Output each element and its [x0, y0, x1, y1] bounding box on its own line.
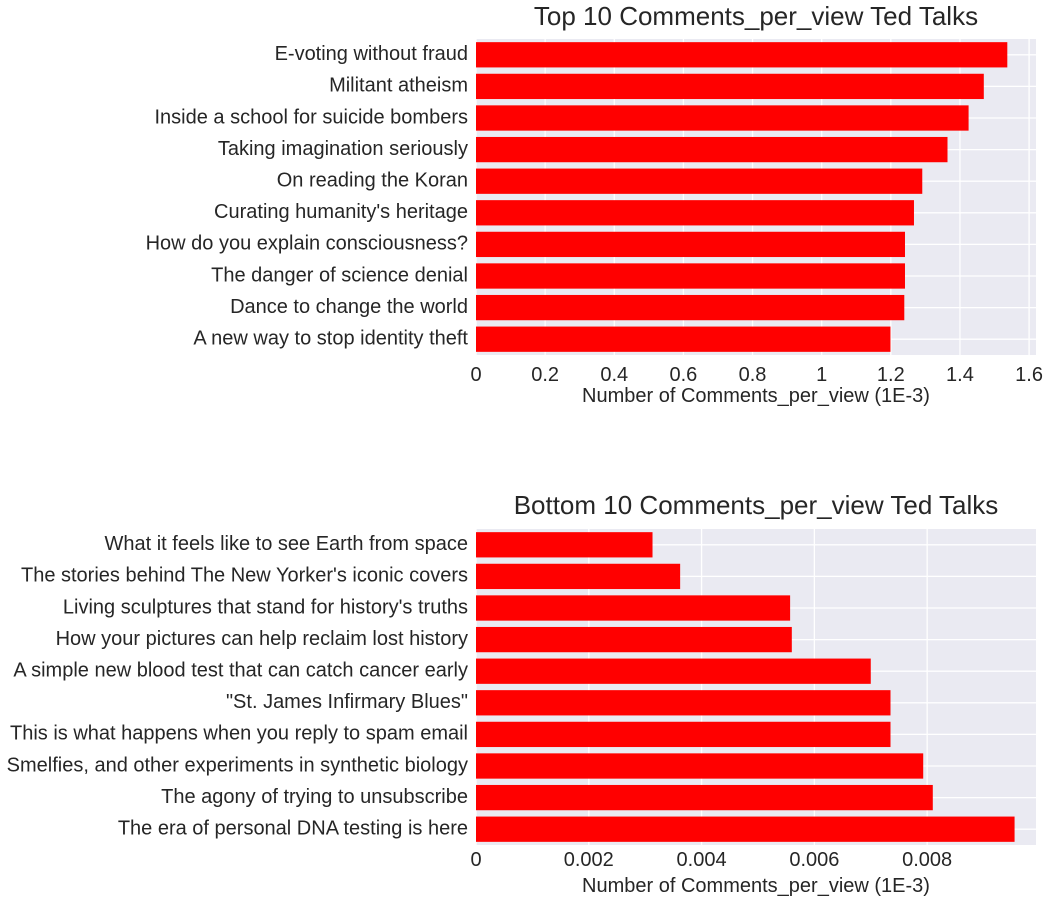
bottom-category-label: Smelfies, and other experiments in synth… [7, 754, 468, 776]
bottom-category-label: A simple new blood test that can catch c… [13, 659, 468, 681]
top-bar [476, 105, 969, 131]
bottom-category-label: This is what happens when you reply to s… [10, 723, 468, 745]
top-category-label: The danger of science denial [211, 264, 468, 286]
top-category-label: E-voting without fraud [275, 43, 468, 65]
bottom-category-label: How your pictures can help reclaim lost … [56, 628, 468, 650]
bottom-bar [476, 721, 891, 748]
top-xtick-label: 0.6 [670, 364, 698, 386]
top-bar [476, 231, 905, 258]
top-bar [476, 294, 905, 321]
bottom-bar [476, 784, 933, 811]
top-xtick-label: 0 [470, 364, 481, 386]
bottom-bar [476, 532, 653, 558]
bottom-bar [476, 626, 792, 653]
top-chart-title: Top 10 Comments_per_view Ted Talks [534, 1, 978, 31]
top-category-label: Dance to change the world [230, 296, 468, 318]
top-xtick-label: 1.6 [1015, 364, 1043, 386]
bottom-category-label: The agony of trying to unsubscribe [161, 786, 468, 808]
bottom-xtick-label: 0.002 [564, 849, 614, 871]
top-x-axis-label: Number of Comments_per_view (1E-3) [582, 385, 930, 407]
top-bar [476, 326, 891, 352]
top-category-label: Inside a school for suicide bombers [155, 106, 469, 128]
bottom-bar [476, 658, 871, 684]
bottom-xtick-label: 0.006 [789, 849, 839, 871]
top-category-label: Curating humanity's heritage [214, 201, 468, 223]
top-xtick-label: 0.4 [600, 364, 628, 386]
top-xtick-label: 1.2 [877, 364, 905, 386]
top-category-label: How do you explain consciousness? [146, 233, 468, 255]
bottom-bar [476, 563, 681, 590]
bottom-bar [476, 690, 891, 716]
bottom-category-label: The era of personal DNA testing is here [118, 817, 468, 839]
bottom-x-axis-label: Number of Comments_per_view (1E-3) [582, 875, 930, 897]
top-bar [476, 73, 984, 100]
top-xtick-label: 0.8 [739, 364, 767, 386]
bottom-xtick-label: 0 [470, 849, 481, 871]
bottom-chart-panel: What it feels like to see Earth from spa… [7, 490, 1036, 897]
top-xtick-label: 1.4 [946, 364, 974, 386]
top-chart-panel: E-voting without fraud Militant atheism In… [146, 1, 1043, 407]
bottom-category-label: "St. James Infirmary Blues" [226, 691, 468, 713]
top-xtick-label: 1 [816, 364, 827, 386]
top-category-label: On reading the Koran [277, 169, 468, 191]
top-bar [476, 200, 914, 226]
top-category-label: Taking imagination seriously [218, 138, 468, 160]
top-xtick-label: 0.2 [531, 364, 559, 386]
top-bar [476, 136, 948, 163]
bottom-category-label: The stories behind The New Yorker's icon… [21, 565, 468, 587]
bottom-category-label: What it feels like to see Earth from spa… [105, 533, 469, 555]
bottom-xtick-label: 0.008 [902, 849, 952, 871]
bottom-chart-title: Bottom 10 Comments_per_view Ted Talks [514, 490, 999, 520]
top-bar [476, 42, 1008, 68]
bottom-category-label: Living sculptures that stand for history… [63, 596, 468, 618]
top-bar [476, 263, 905, 289]
top-bar [476, 168, 923, 194]
bottom-bar [476, 595, 791, 621]
bottom-bar [476, 753, 924, 779]
bottom-xtick-label: 0.004 [677, 849, 727, 871]
top-category-label: A new way to stop identity theft [193, 327, 468, 349]
bottom-bar [476, 816, 1015, 842]
top-category-label: Militant atheism [329, 75, 468, 97]
